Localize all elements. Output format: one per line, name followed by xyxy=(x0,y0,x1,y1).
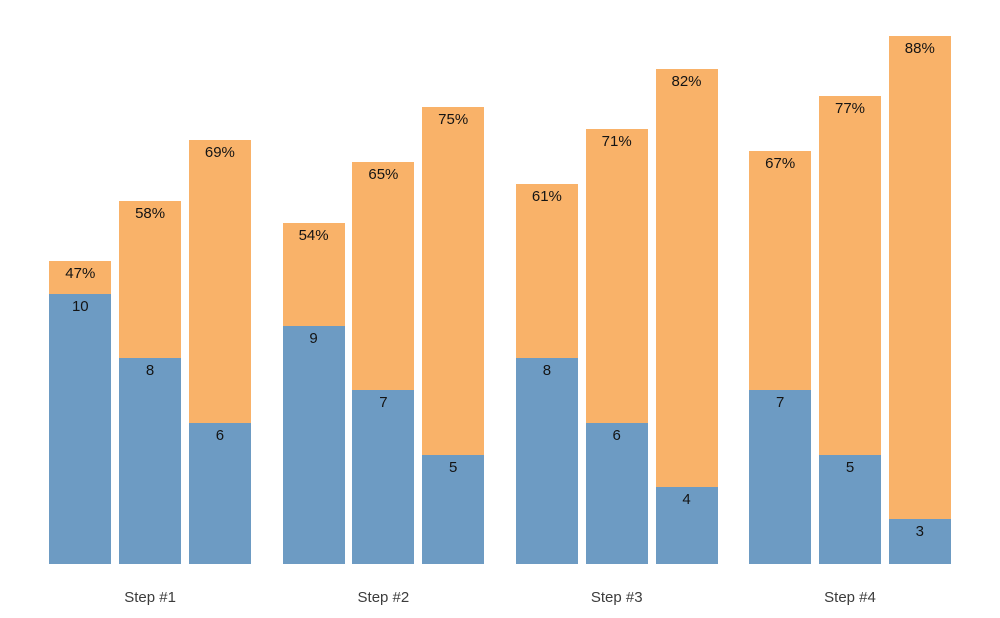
bar-segment-count xyxy=(49,294,112,564)
bar-segment-count xyxy=(888,518,951,564)
bar-segment-count xyxy=(515,358,578,564)
category-label: Step #2 xyxy=(357,589,410,606)
bar-segment-count xyxy=(119,358,182,564)
bar-segment-count xyxy=(749,390,812,564)
bar-segment-percent xyxy=(888,35,951,564)
bar-segment-percent xyxy=(655,68,718,564)
bar-segment-count xyxy=(188,422,251,564)
bar-segment-count xyxy=(422,454,485,564)
category-label: Step #4 xyxy=(824,589,876,606)
bar-segment-count xyxy=(352,390,415,564)
bar-segment-count xyxy=(282,326,345,564)
bar-segment-count xyxy=(819,454,881,564)
bar-segment-count xyxy=(585,422,648,564)
category-label: Step #1 xyxy=(124,589,176,606)
bar-segment-count xyxy=(655,486,718,564)
category-label: Step #3 xyxy=(590,589,643,606)
